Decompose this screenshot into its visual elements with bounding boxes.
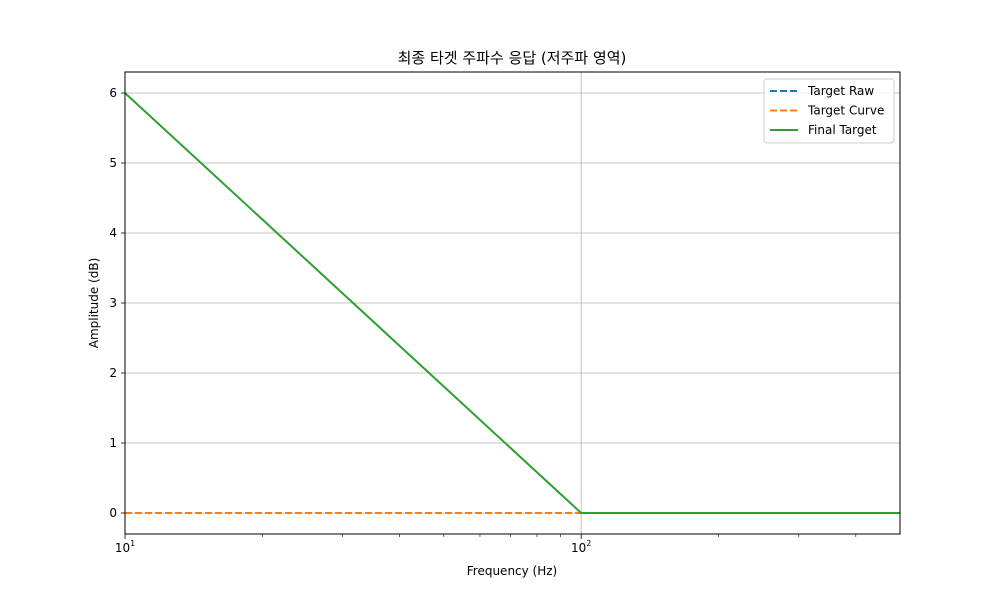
x-tick-label: 101 (115, 539, 135, 555)
legend-box (763, 78, 895, 144)
y-axis-label: Amplitude (dB) (87, 258, 101, 349)
y-tick-label: 2 (109, 366, 117, 380)
axis-ticks: 0 1 2 3 4 5 6 101 102 (109, 86, 857, 555)
y-tick-label: 4 (109, 226, 117, 240)
y-tick-label: 6 (109, 86, 117, 100)
series-line-3 (124, 92, 900, 514)
chart-title: 최종 타겟 주파수 응답 (저주파 영역) (398, 49, 627, 67)
x-axis-label: Frequency (Hz) (467, 564, 558, 578)
legend-label: Target Curve (807, 104, 884, 118)
legend: Target Raw Target Curve Final Target (763, 78, 895, 144)
legend-label: Final Target (808, 123, 877, 137)
y-tick-label: 1 (109, 436, 117, 450)
legend-label: Target Raw (807, 84, 874, 98)
y-tick-label: 3 (109, 296, 117, 310)
y-tick-label: 5 (109, 156, 117, 170)
y-tick-label: 0 (109, 506, 117, 520)
grid (124, 72, 900, 534)
x-tick-label: 102 (571, 539, 591, 555)
series-layer (124, 92, 900, 514)
